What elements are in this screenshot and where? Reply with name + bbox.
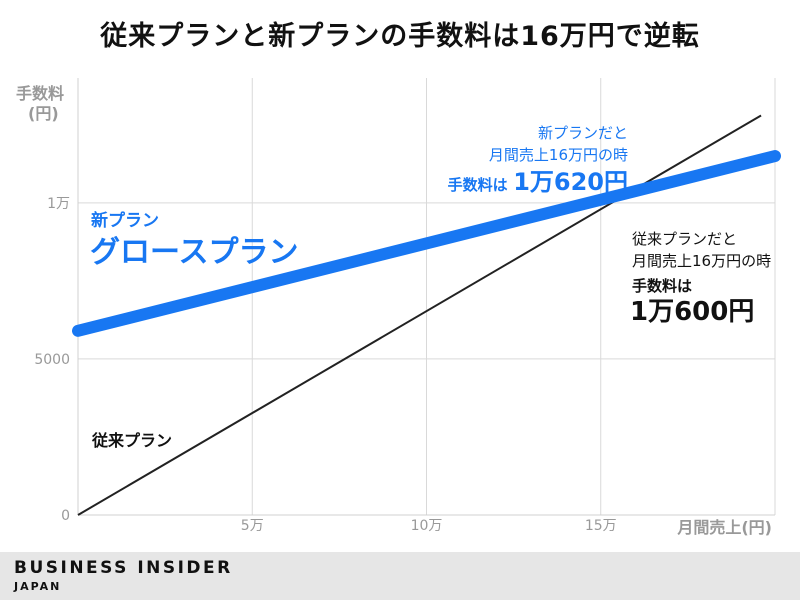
old-plan-name: 従来プラン — [91, 431, 172, 450]
brand-logo-text: BUSINESS INSIDER — [14, 558, 233, 578]
old-callout-line2: 月間売上16万円の時 — [632, 252, 771, 270]
chart-title: 従来プランと新プランの手数料は16万円で逆転 — [100, 21, 700, 52]
old-callout-fee-label: 手数料は — [632, 277, 692, 295]
y-tick-label-5000: 5000 — [34, 352, 70, 368]
new-callout-line2: 月間売上16万円の時 — [489, 146, 628, 164]
x-tick-label-150000: 15万 — [585, 518, 617, 534]
chart-svg: 手数料 (円) 月間売上(円) 0 5000 1万 5万 10万 15万 新プラ… — [16, 78, 781, 537]
y-tick-label-10000: 1万 — [47, 196, 70, 212]
new-plan-tag: 新プラン — [91, 210, 159, 231]
old-callout-line1: 従来プランだと — [632, 230, 737, 248]
series-line-new-plan — [72, 150, 781, 337]
new-callout-fee: 手数料は 1万620円 — [448, 168, 628, 196]
x-tick-label-100000: 10万 — [411, 518, 443, 534]
new-callout-line1: 新プランだと — [538, 124, 628, 142]
y-tick-label-0: 0 — [61, 508, 70, 524]
brand-sub-text: JAPAN — [14, 580, 62, 593]
footer-bar — [0, 552, 800, 600]
y-axis-label-line2: (円) — [28, 104, 59, 123]
x-tick-label-50000: 5万 — [241, 518, 264, 534]
new-callout-fee-label: 手数料は — [448, 176, 508, 194]
old-callout-fee-value: 1万600円 — [630, 297, 754, 327]
y-axis-label-line1: 手数料 — [16, 84, 64, 103]
new-callout-fee-value: 1万620円 — [513, 168, 628, 196]
new-plan-name: グロースプラン — [90, 235, 299, 270]
x-axis-label: 月間売上(円) — [676, 518, 772, 537]
